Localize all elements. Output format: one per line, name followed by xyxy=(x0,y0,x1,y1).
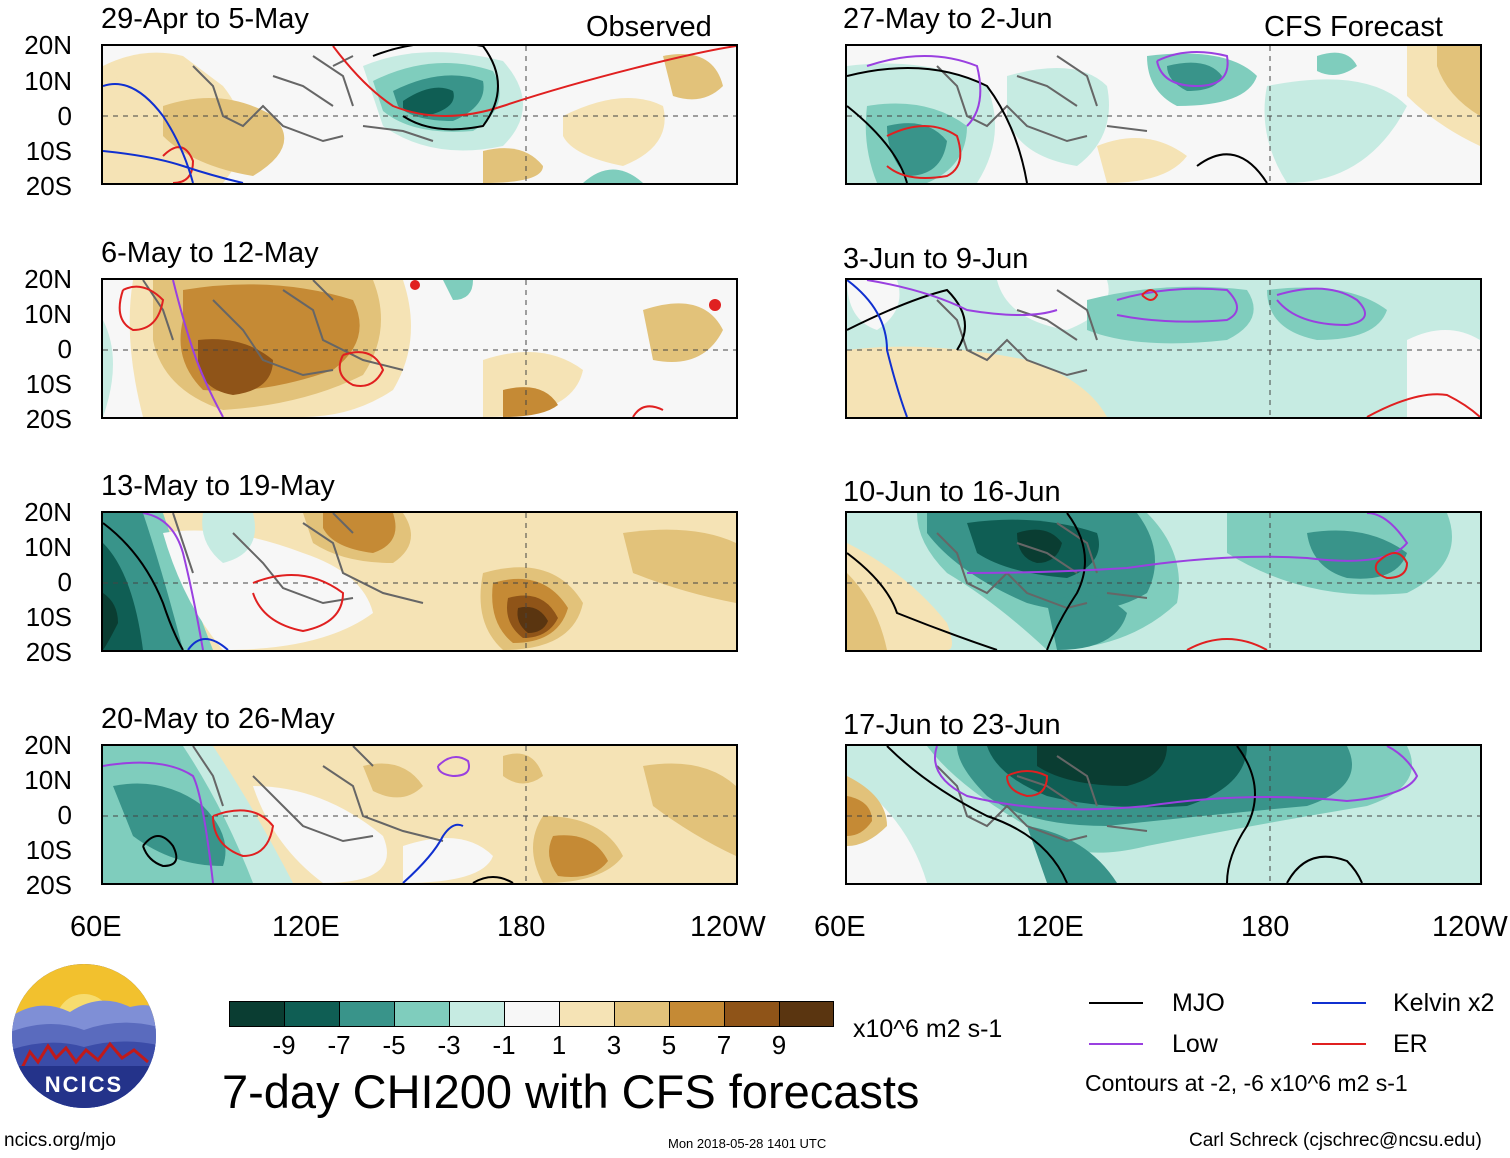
lat-label: 10N xyxy=(24,299,72,329)
colorbar xyxy=(229,1001,834,1027)
colorbar-tick: -5 xyxy=(382,1030,406,1060)
lat-label: 20S xyxy=(25,171,72,201)
lat-label: 0 xyxy=(57,334,72,364)
colorbar-swatch xyxy=(285,1002,340,1026)
lat-label: 10N xyxy=(24,765,72,795)
main-title: 7-day CHI200 with CFS forecasts xyxy=(222,1065,920,1118)
map-panel-forecast-3 xyxy=(845,511,1482,652)
panel-title-obs-1: 29-Apr to 5-May xyxy=(101,3,309,35)
lat-label: 10S xyxy=(25,136,72,166)
observed-label: Observed xyxy=(586,11,712,43)
panel-title-obs-4: 20-May to 26-May xyxy=(101,703,335,735)
contours-note: Contours at -2, -6 x10^6 m2 s-1 xyxy=(1085,1070,1408,1096)
lat-label: 20N xyxy=(24,497,72,527)
legend-swatch-mjo xyxy=(1089,1002,1143,1004)
colorbar-tick: 7 xyxy=(716,1030,732,1060)
panel-title-fcst-3: 10-Jun to 16-Jun xyxy=(843,476,1061,508)
lat-label: 20S xyxy=(25,637,72,667)
lat-label: 20N xyxy=(24,30,72,60)
legend-swatch-low xyxy=(1089,1043,1143,1045)
colorbar-tick: -7 xyxy=(327,1030,351,1060)
lon-label-120w-left: 120W xyxy=(690,911,766,943)
lon-label-60e-right: 60E xyxy=(814,911,866,943)
colorbar-tick: 9 xyxy=(771,1030,787,1060)
footer-timestamp: Mon 2018-05-28 1401 UTC xyxy=(668,1136,827,1151)
colorbar-ticks: -9 -7 -5 -3 -1 1 3 5 7 9 xyxy=(229,1032,834,1062)
lat-label: 10S xyxy=(25,835,72,865)
map-panel-observed-4 xyxy=(101,744,738,885)
lat-label: 10N xyxy=(24,66,72,96)
legend-label-mjo: MJO xyxy=(1172,989,1225,1017)
panel-title-fcst-1: 27-May to 2-Jun xyxy=(843,3,1053,35)
colorbar-tick: 3 xyxy=(606,1030,622,1060)
colorbar-swatch xyxy=(780,1002,833,1026)
lat-label: 10S xyxy=(25,369,72,399)
lat-label: 0 xyxy=(57,800,72,830)
footer-author: Carl Schreck (cjschrec@ncsu.edu) xyxy=(1189,1130,1482,1151)
forecast-label: CFS Forecast xyxy=(1264,11,1443,43)
panel-title-fcst-4: 17-Jun to 23-Jun xyxy=(843,709,1061,741)
lat-label: 20S xyxy=(25,870,72,900)
ncics-logo: NCICS xyxy=(10,962,158,1110)
lat-label: 20S xyxy=(25,404,72,434)
colorbar-swatch xyxy=(505,1002,560,1026)
colorbar-tick: -1 xyxy=(492,1030,516,1060)
colorbar-swatch xyxy=(450,1002,505,1026)
colorbar-swatch xyxy=(670,1002,725,1026)
lat-label: 0 xyxy=(57,101,72,131)
lon-label-120e-left: 120E xyxy=(272,911,340,943)
map-panel-forecast-1 xyxy=(845,44,1482,185)
legend-swatch-er xyxy=(1312,1043,1366,1045)
colorbar-tick: 5 xyxy=(661,1030,677,1060)
legend-label-low: Low xyxy=(1172,1030,1218,1058)
map-panel-observed-2 xyxy=(101,278,738,419)
colorbar-tick: -3 xyxy=(437,1030,461,1060)
lon-label-180-left: 180 xyxy=(497,911,546,943)
panel-title-obs-2: 6-May to 12-May xyxy=(101,237,319,269)
lat-label: 0 xyxy=(57,567,72,597)
lon-label-120w-right: 120W xyxy=(1432,912,1508,942)
lon-label-60e-left: 60E xyxy=(70,911,122,943)
legend-swatch-kelvin xyxy=(1312,1002,1366,1004)
footer-url: ncics.org/mjo xyxy=(4,1130,116,1151)
map-panel-forecast-4 xyxy=(845,744,1482,885)
legend-label-kelvin: Kelvin x2 xyxy=(1393,989,1495,1017)
lat-label: 10N xyxy=(24,532,72,562)
map-panel-observed-1 xyxy=(101,44,738,185)
panel-title-fcst-2: 3-Jun to 9-Jun xyxy=(843,243,1029,275)
lat-label: 20N xyxy=(24,264,72,294)
contour-legend: MJO Kelvin x2 Low ER Contours at -2, -6 … xyxy=(1085,988,1505,1098)
legend-label-er: ER xyxy=(1393,1030,1428,1058)
colorbar-tick: 1 xyxy=(551,1030,567,1060)
colorbar-swatch xyxy=(725,1002,780,1026)
logo-text: NCICS xyxy=(45,1072,123,1097)
map-panel-observed-3 xyxy=(101,511,738,652)
colorbar-swatch xyxy=(340,1002,395,1026)
lat-label: 10S xyxy=(25,602,72,632)
colorbar-swatch xyxy=(615,1002,670,1026)
lon-label-180-right: 180 xyxy=(1241,911,1290,943)
map-panel-forecast-2 xyxy=(845,278,1482,419)
colorbar-tick: -9 xyxy=(272,1030,296,1060)
colorbar-swatch xyxy=(395,1002,450,1026)
lon-label-120e-right: 120E xyxy=(1016,911,1084,943)
panel-title-obs-3: 13-May to 19-May xyxy=(101,470,335,502)
colorbar-swatch xyxy=(560,1002,615,1026)
lat-label: 20N xyxy=(24,730,72,760)
colorbar-swatch xyxy=(230,1002,285,1026)
colorbar-units: x10^6 m2 s-1 xyxy=(853,1015,1003,1043)
